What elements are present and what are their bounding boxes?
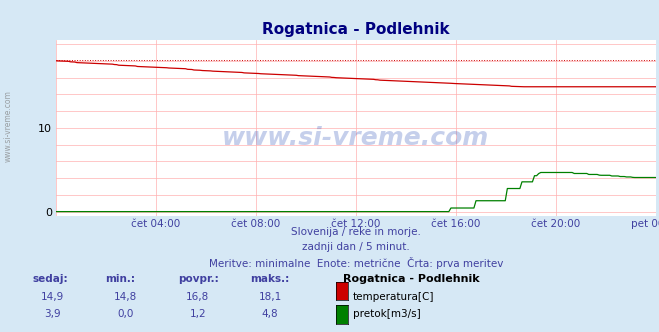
Text: zadnji dan / 5 minut.: zadnji dan / 5 minut. <box>302 242 410 252</box>
Text: 4,8: 4,8 <box>262 309 279 319</box>
Text: 3,9: 3,9 <box>44 309 61 319</box>
Text: 16,8: 16,8 <box>186 292 210 302</box>
Text: pretok[m3/s]: pretok[m3/s] <box>353 309 420 319</box>
Text: www.si-vreme.com: www.si-vreme.com <box>4 90 13 162</box>
Text: min.:: min.: <box>105 274 136 284</box>
Text: 14,8: 14,8 <box>113 292 137 302</box>
Text: 14,9: 14,9 <box>41 292 65 302</box>
Text: sedaj:: sedaj: <box>33 274 69 284</box>
Text: Slovenija / reke in morje.: Slovenija / reke in morje. <box>291 227 421 237</box>
Text: Meritve: minimalne  Enote: metrične  Črta: prva meritev: Meritve: minimalne Enote: metrične Črta:… <box>209 257 503 269</box>
Text: povpr.:: povpr.: <box>178 274 219 284</box>
Text: www.si-vreme.com: www.si-vreme.com <box>222 126 490 150</box>
Text: Rogatnica - Podlehnik: Rogatnica - Podlehnik <box>262 22 449 37</box>
Text: maks.:: maks.: <box>250 274 290 284</box>
Text: 18,1: 18,1 <box>258 292 282 302</box>
Text: Rogatnica - Podlehnik: Rogatnica - Podlehnik <box>343 274 479 284</box>
Text: 0,0: 0,0 <box>117 309 133 319</box>
Text: temperatura[C]: temperatura[C] <box>353 292 434 302</box>
Text: 1,2: 1,2 <box>189 309 206 319</box>
